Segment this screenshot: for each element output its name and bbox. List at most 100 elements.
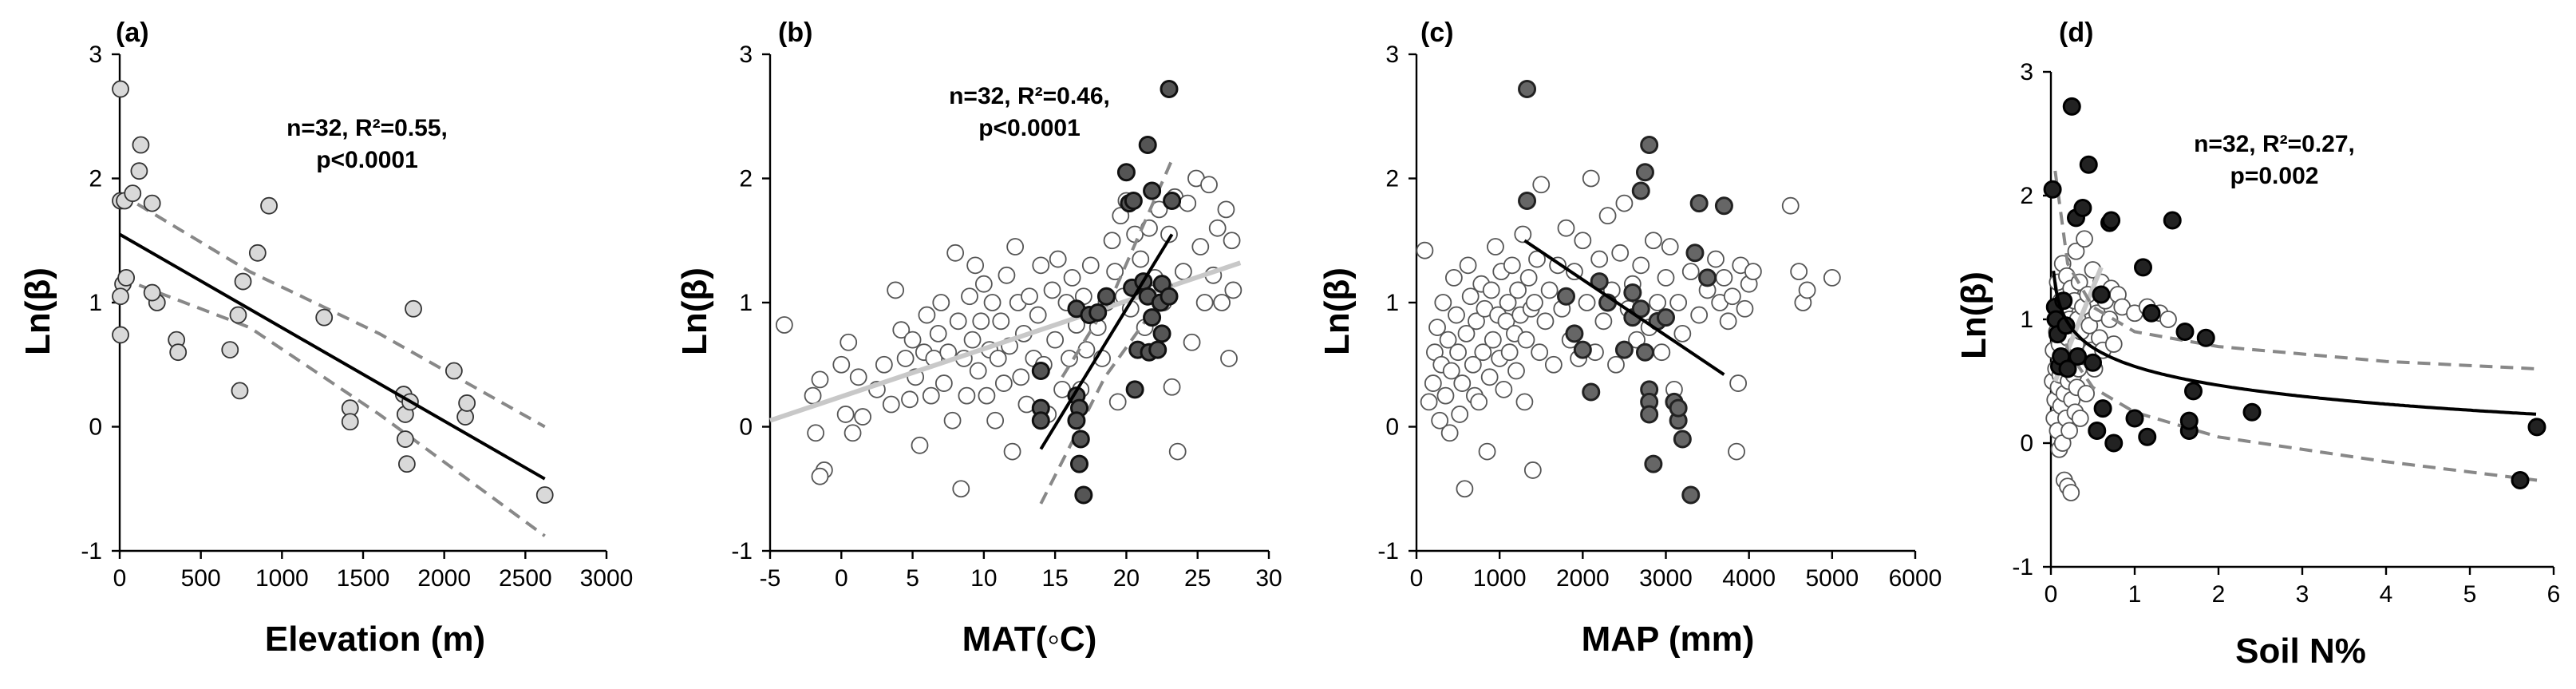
- global-point: [946, 244, 965, 262]
- global-point: [1736, 299, 1754, 318]
- global-point: [1578, 294, 1596, 311]
- site-point: [1669, 398, 1688, 418]
- global-point: [1063, 268, 1081, 287]
- y-tick-label: 3: [2020, 59, 2033, 85]
- global-point: [903, 331, 922, 349]
- global-point: [1544, 355, 1563, 374]
- annotation-line-2: p<0.0001: [978, 115, 1081, 141]
- site-point: [1067, 411, 1086, 430]
- global-point: [1032, 256, 1050, 275]
- x-tick-label: 4000: [1722, 565, 1776, 592]
- plot-area: -1 0 1 2 3 0 500 1000 1500 2000 2500 3000: [81, 42, 633, 592]
- site-point: [1148, 340, 1167, 359]
- global-point: [1474, 343, 1492, 362]
- y-tick-label: 1: [89, 290, 102, 316]
- global-point: [1644, 232, 1662, 250]
- plot-area: -1 0 1 2 3 0 1 2 3 4 5 6: [2012, 59, 2560, 608]
- global-point: [1106, 263, 1124, 281]
- global-point: [1649, 294, 1666, 311]
- site-point: [2511, 471, 2530, 489]
- site-point: [1143, 181, 1162, 200]
- site-point: [1138, 136, 1157, 155]
- global-point: [978, 386, 996, 405]
- site-point: [2527, 418, 2546, 437]
- global-point: [986, 411, 1005, 430]
- global-point: [1517, 331, 1535, 349]
- global-point: [992, 312, 1010, 331]
- annotation-line-1: n=32, R²=0.46,: [949, 83, 1110, 109]
- site-point: [1635, 343, 1654, 362]
- global-point: [1160, 225, 1178, 244]
- global-point: [1428, 319, 1446, 337]
- site-point: [1685, 244, 1705, 263]
- x-tick-label: 1000: [255, 565, 309, 592]
- global-point: [1729, 374, 1748, 392]
- site-point: [1160, 80, 1179, 99]
- x-tick-label: 30: [1255, 565, 1282, 592]
- global-point: [811, 467, 829, 485]
- site-point: [1673, 430, 1692, 449]
- global-point: [1434, 294, 1452, 311]
- global-point: [1436, 386, 1455, 405]
- x-tick-label: 1500: [337, 565, 390, 592]
- site-point: [1518, 191, 1537, 210]
- global-point: [1728, 442, 1745, 461]
- annotation-line-2: p=0.002: [2230, 163, 2319, 189]
- site-point: [2184, 382, 2203, 401]
- global-point: [1480, 368, 1499, 386]
- site-point: [231, 382, 249, 400]
- site-point: [1143, 308, 1162, 327]
- global-point: [2104, 335, 2123, 353]
- global-point: [1168, 442, 1187, 461]
- site-point: [1074, 485, 1093, 505]
- x-tick-label: 0: [2045, 581, 2058, 608]
- global-point: [943, 411, 962, 430]
- global-point: [896, 350, 915, 367]
- y-axis-title: Ln(β): [675, 267, 714, 355]
- site-point: [396, 430, 414, 448]
- site-point: [1631, 299, 1650, 319]
- site-point: [315, 308, 334, 327]
- global-point: [832, 355, 851, 374]
- global-point: [1690, 306, 1709, 324]
- fit-line: [1523, 239, 1725, 376]
- x-tick-label: 4: [2380, 581, 2393, 608]
- global-point: [1003, 442, 1021, 461]
- global-point: [1439, 331, 1457, 349]
- site-point: [2104, 434, 2124, 453]
- site-point: [458, 394, 476, 412]
- global-point: [1531, 343, 1549, 362]
- site-point: [2125, 409, 2144, 428]
- site-point: [1681, 485, 1701, 505]
- global-point: [840, 333, 858, 351]
- x-axis-title: MAP (mm): [1582, 620, 1755, 659]
- global-point: [1598, 207, 1617, 225]
- site-point: [1657, 308, 1675, 327]
- y-tick-label: 1: [2020, 307, 2033, 333]
- global-point: [1012, 368, 1030, 386]
- global-point: [1632, 256, 1650, 275]
- global-point: [1179, 194, 1197, 212]
- global-point: [1657, 268, 1675, 287]
- site-point: [112, 326, 129, 344]
- ci-line: [118, 192, 546, 429]
- global-point: [1451, 406, 1469, 423]
- site-point: [248, 244, 267, 262]
- x-tick-label: 5: [906, 565, 919, 592]
- site-point: [341, 413, 359, 431]
- global-point: [1526, 294, 1543, 311]
- site-point: [1565, 324, 1584, 343]
- global-point: [1615, 194, 1634, 212]
- global-point: [2071, 410, 2089, 427]
- ci-line: [119, 276, 546, 537]
- x-tick-label: 5: [2463, 581, 2477, 608]
- global-point: [1798, 281, 1816, 299]
- site-point: [2088, 422, 2107, 440]
- global-point: [918, 306, 936, 324]
- global-point: [1195, 294, 1214, 311]
- site-point: [1623, 283, 1642, 303]
- y-tick-label: 3: [739, 42, 753, 68]
- site-point: [1088, 303, 1108, 322]
- global-point: [983, 294, 1002, 311]
- y-axis-title: Ln(β): [1318, 267, 1357, 355]
